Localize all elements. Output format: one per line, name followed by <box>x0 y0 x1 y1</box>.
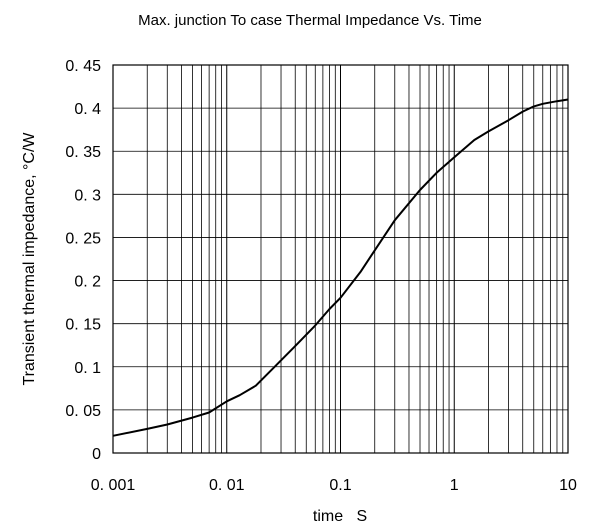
x-tick-label: 0.1 <box>329 477 351 494</box>
chart-title: Max. junction To case Thermal Impedance … <box>138 12 482 29</box>
y-tick-label: 0. 45 <box>65 58 101 75</box>
y-tick-label: 0. 2 <box>74 274 101 291</box>
y-tick-label: 0. 05 <box>65 403 101 420</box>
y-tick-label: 0. 4 <box>74 101 101 118</box>
x-tick-label: 10 <box>559 477 577 494</box>
x-tick-label: 0. 001 <box>91 477 136 494</box>
series-layer <box>112 98 569 437</box>
series-line-1 <box>112 98 569 437</box>
grid <box>112 64 568 454</box>
plot-frame <box>112 64 569 454</box>
y-tick-label: 0. 15 <box>65 317 101 334</box>
x-tick-label: 0. 01 <box>209 477 245 494</box>
x-tick-label: 1 <box>450 477 459 494</box>
x-axis-label: time S <box>313 508 367 525</box>
tick-labels: 0. 001 0. 01 0.1 1 10 0 0. 05 0. 1 0. 15 0. 2 0. 2… <box>65 58 577 494</box>
y-tick-label: 0. 35 <box>65 144 101 161</box>
y-axis-label: Transient thermal impedance, °C/W <box>21 132 38 386</box>
y-tick-label: 0. 3 <box>74 187 101 204</box>
y-tick-label: 0 <box>92 446 101 463</box>
y-tick-label: 0. 25 <box>65 230 101 247</box>
y-tick-label: 0. 1 <box>74 360 101 377</box>
